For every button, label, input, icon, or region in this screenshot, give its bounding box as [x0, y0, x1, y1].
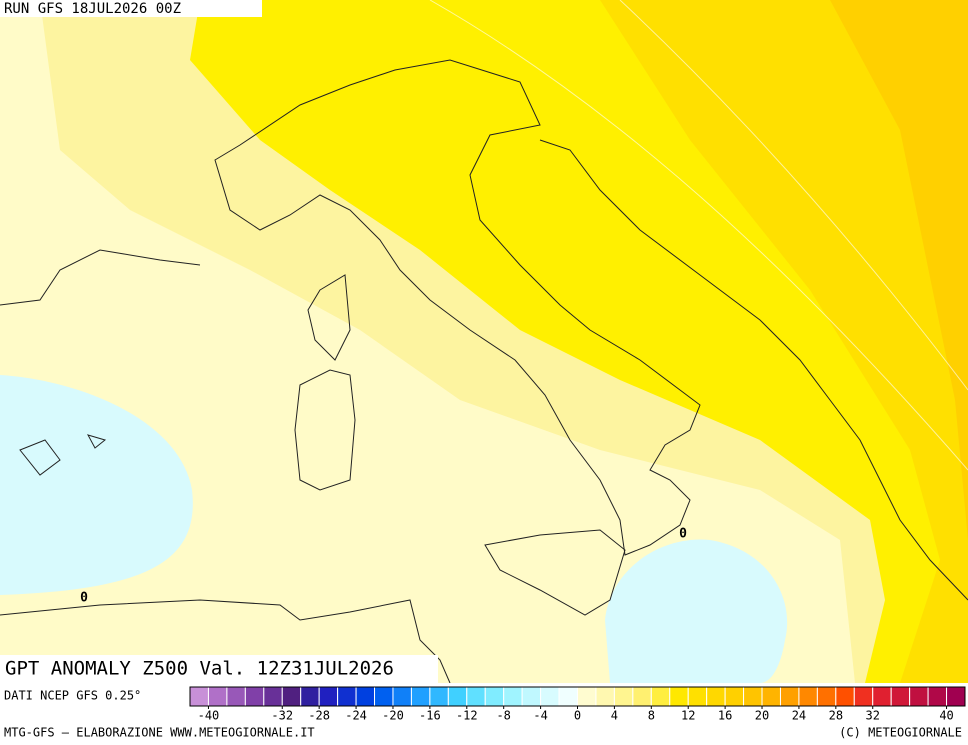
colorbar-tick-label: 4 — [611, 709, 618, 723]
colorbar-box — [779, 686, 800, 707]
coastline — [214, 59, 701, 556]
field-cyan — [605, 539, 788, 683]
colorbar-box — [466, 686, 486, 707]
colorbar-tick-label: 12 — [681, 709, 695, 723]
colorbar-box — [281, 686, 302, 707]
colorbar-box — [392, 686, 412, 707]
colorbar-box — [835, 686, 855, 707]
coastline-sicily — [484, 529, 626, 616]
colorbar-box — [816, 686, 837, 707]
colorbar-box — [798, 686, 818, 707]
colorbar-box — [613, 686, 634, 707]
coastline-sardinia — [294, 369, 356, 491]
colorbar-tick-label: -24 — [345, 709, 367, 723]
header-box — [0, 0, 262, 17]
colorbar-box — [650, 686, 671, 707]
colorbar-box — [687, 686, 708, 707]
coastline-africa — [0, 599, 451, 684]
map-title: GPT ANOMALY Z500 Val. 12Z31JUL2026 — [5, 658, 394, 680]
field-cyan — [0, 375, 193, 595]
colorbar-tick-label: -8 — [496, 709, 510, 723]
colorbar-tick-label: -16 — [419, 709, 441, 723]
footer-right: (C) METEOGIORNALE — [839, 726, 962, 740]
colorbar-box — [890, 686, 911, 707]
colorbar-box — [577, 686, 597, 707]
colorbar-box — [743, 686, 763, 707]
colorbar-box — [429, 686, 449, 707]
colorbar-box — [724, 686, 745, 707]
colorbar-box — [558, 686, 578, 707]
colorbar-box — [946, 686, 966, 707]
coastline-balearic — [19, 434, 107, 476]
field-pale — [0, 0, 855, 683]
contour-label: 0 — [679, 527, 687, 542]
colorbar-box — [872, 686, 892, 707]
colorbar-box — [244, 686, 265, 707]
colorbar-tick-label: 24 — [792, 709, 806, 723]
colorbar-box — [853, 686, 874, 707]
coastlines — [0, 59, 968, 684]
colorbar-tick-label: 40 — [939, 709, 953, 723]
colorbar-box — [706, 686, 726, 707]
colorbar-tick-label: -4 — [533, 709, 547, 723]
colorbar-tick-label: 16 — [718, 709, 732, 723]
colorbar-box — [263, 686, 283, 707]
coastline-spain — [0, 249, 201, 306]
colorbar-box — [226, 686, 246, 707]
colorbar-box — [189, 686, 209, 707]
colorbar-box — [521, 686, 542, 707]
contour-label: 0 — [80, 591, 88, 606]
coastline-balkans — [539, 139, 968, 601]
map-field — [0, 0, 968, 683]
colorbar-tick-label: 0 — [574, 709, 581, 723]
colorbar-tick-label: 28 — [829, 709, 843, 723]
colorbar-box — [595, 686, 615, 707]
colorbar-tick-label: -28 — [308, 709, 330, 723]
colorbar-box — [503, 686, 523, 707]
colorbar-box — [484, 686, 505, 707]
colorbar-box — [761, 686, 781, 707]
colorbar-tick-label: 20 — [755, 709, 769, 723]
colorbar: -40 -32 -28 -24 -20 -16 -12 -8 -4 0 4 8 12 16 20 24 28 32… — [189, 686, 966, 723]
run-label: RUN GFS 18JUL2026 00Z — [4, 1, 181, 17]
colorbar-box — [374, 686, 394, 707]
colorbar-tick-label: -40 — [198, 709, 220, 723]
colorbar-box — [447, 686, 468, 707]
colorbar-tick-label: -12 — [456, 709, 478, 723]
coastline-corsica — [307, 274, 351, 361]
colorbar-box — [909, 686, 929, 707]
title-box — [0, 655, 438, 683]
colorbar-box — [337, 686, 357, 707]
colorbar-tick-label: -20 — [382, 709, 404, 723]
colorbar-box — [632, 686, 652, 707]
colorbar-box — [410, 686, 431, 707]
colorbar-box — [540, 686, 560, 707]
footer-left: MTG-GFS — ELABORAZIONE WWW.METEOGIORNALE… — [4, 726, 315, 740]
colorbar-box — [669, 686, 689, 707]
contour-line — [429, 0, 968, 471]
colorbar-box — [207, 686, 228, 707]
colorbar-box — [927, 686, 948, 707]
source-label: DATI NCEP GFS 0.25° — [4, 689, 141, 703]
colorbar-box — [300, 686, 320, 707]
colorbar-tick-label: 32 — [866, 709, 880, 723]
colorbar-tick-label: 8 — [648, 709, 655, 723]
colorbar-box — [318, 686, 339, 707]
colorbar-tick-label: -32 — [271, 709, 293, 723]
colorbar-box — [355, 686, 376, 707]
